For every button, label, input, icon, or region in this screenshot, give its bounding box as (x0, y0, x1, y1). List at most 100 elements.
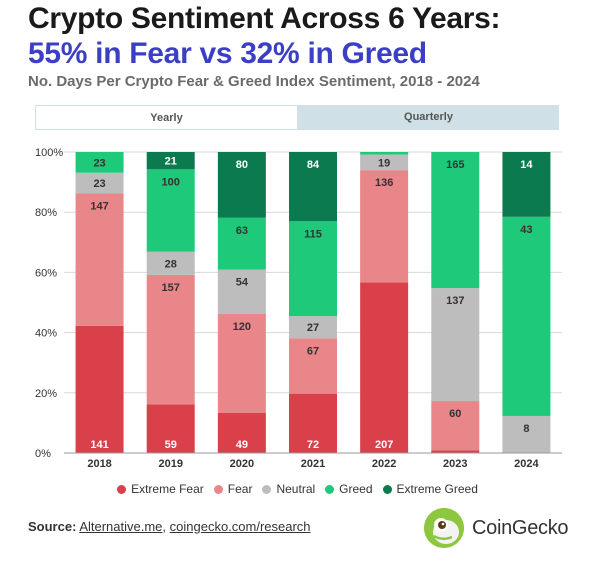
data-label: 19 (378, 157, 390, 169)
y-tick-label: 20% (35, 388, 57, 400)
data-label: 60 (449, 408, 461, 420)
data-label: 27 (307, 322, 319, 334)
coingecko-logo: CoinGecko (424, 508, 569, 548)
brand-name: CoinGecko (472, 516, 569, 539)
legend-item: Fear (213, 482, 253, 496)
bar-segment (75, 152, 124, 173)
data-label: 115 (304, 228, 322, 240)
legend-item: Neutral (262, 482, 315, 496)
y-tick-label: 60% (35, 267, 57, 279)
stacked-bar-chart: 0% 20% 40% 60% 80% 100% 141 147 23 23 2018 59 157 28 1… (35, 147, 562, 470)
data-label: 49 (236, 439, 248, 451)
bar-segment (360, 170, 409, 283)
bar-segment (217, 217, 266, 270)
x-tick-label: 2023 (443, 458, 467, 470)
data-label: 137 (446, 295, 464, 307)
bar-segment (431, 288, 480, 402)
legend-dot-icon (262, 484, 272, 494)
tab-yearly[interactable]: Yearly (35, 105, 298, 129)
data-label: 72 (307, 439, 319, 451)
bar-segment (360, 154, 409, 171)
data-label: 147 (90, 200, 108, 212)
bar-segment (217, 314, 266, 413)
data-label: 120 (233, 321, 251, 333)
legend-label: Fear (227, 482, 253, 496)
x-tick-label: 2022 (372, 458, 396, 470)
legend-label: Neutral (276, 482, 316, 496)
bar-segment (146, 274, 195, 405)
data-label: 80 (236, 159, 248, 171)
data-label: 63 (236, 225, 248, 237)
bar-segment (217, 269, 266, 315)
bar-segment (431, 401, 480, 451)
legend-dot-icon (213, 484, 223, 494)
data-label: 136 (375, 177, 393, 189)
source-link-coingecko[interactable]: coingecko.com/research (169, 519, 311, 534)
x-tick-label: 2018 (87, 458, 111, 470)
legend-item: Extreme Fear (117, 482, 204, 496)
bar-segment (146, 404, 195, 453)
data-label: 157 (162, 282, 180, 294)
tab-divider (35, 129, 559, 130)
bar-segment (360, 152, 409, 155)
legend-label: Extreme Greed (396, 482, 478, 496)
chart-title-line2: 55% in Fear vs 32% in Greed (28, 37, 427, 70)
tab-quarterly[interactable]: Quarterly (298, 105, 559, 129)
data-label: 59 (165, 439, 177, 451)
y-tick-label: 100% (35, 147, 63, 159)
source-separator: , (162, 519, 170, 534)
data-label: 8 (523, 423, 529, 435)
bar-segment (146, 152, 195, 170)
x-tick-label: 2019 (158, 458, 182, 470)
data-label: 141 (90, 439, 108, 451)
data-label: 67 (307, 345, 319, 357)
source-link-alternative[interactable]: Alternative.me (79, 519, 163, 534)
chart-title-line1: Crypto Sentiment Across 6 Years: (28, 2, 501, 35)
data-label: 23 (93, 157, 105, 169)
bar-segment (502, 152, 551, 217)
y-tick-label: 80% (35, 207, 57, 219)
bar-segment (289, 338, 337, 394)
x-tick-label: 2024 (514, 458, 539, 470)
y-tick-label: 0% (35, 448, 51, 460)
bar-segment (431, 450, 480, 453)
data-label: 43 (520, 224, 532, 236)
data-label: 84 (307, 159, 320, 171)
bar-segment (431, 152, 480, 289)
data-label: 28 (165, 258, 177, 270)
chart-subtitle: No. Days Per Crypto Fear & Greed Index S… (28, 73, 480, 90)
data-label: 207 (375, 439, 393, 451)
period-tabs: Yearly Quarterly (35, 105, 559, 129)
bar-segment (146, 251, 195, 275)
data-label: 14 (520, 159, 533, 171)
legend-dot-icon (382, 484, 392, 494)
data-label: 54 (236, 277, 249, 289)
legend-item: Greed (325, 482, 373, 496)
x-tick-label: 2021 (301, 458, 325, 470)
bar-segment (289, 393, 337, 453)
legend: Extreme Fear Fear Neutral Greed Extreme Gree… (0, 482, 595, 496)
bar-segment (502, 415, 551, 453)
bar-segment (502, 216, 551, 416)
legend-dot-icon (117, 484, 127, 494)
legend-dot-icon (325, 484, 335, 494)
data-label: 100 (162, 176, 180, 188)
bar-segment (289, 316, 337, 339)
legend-item: Extreme Greed (382, 482, 478, 496)
legend-label: Greed (339, 482, 373, 496)
bar-segment (75, 193, 124, 326)
gecko-icon (424, 508, 464, 548)
bar-segment (75, 325, 124, 453)
bar-segment (217, 152, 266, 218)
source-label: Source: (28, 519, 77, 534)
data-label: 23 (93, 178, 105, 190)
legend-label: Extreme Fear (131, 482, 204, 496)
bar-segment (289, 221, 337, 317)
x-tick-label: 2020 (230, 458, 254, 470)
y-tick-label: 40% (35, 328, 57, 340)
bar-segment (146, 169, 195, 252)
data-label: 165 (446, 159, 464, 171)
bar-segment (360, 282, 409, 453)
data-label: 21 (165, 156, 177, 168)
bar-segment (217, 412, 266, 453)
